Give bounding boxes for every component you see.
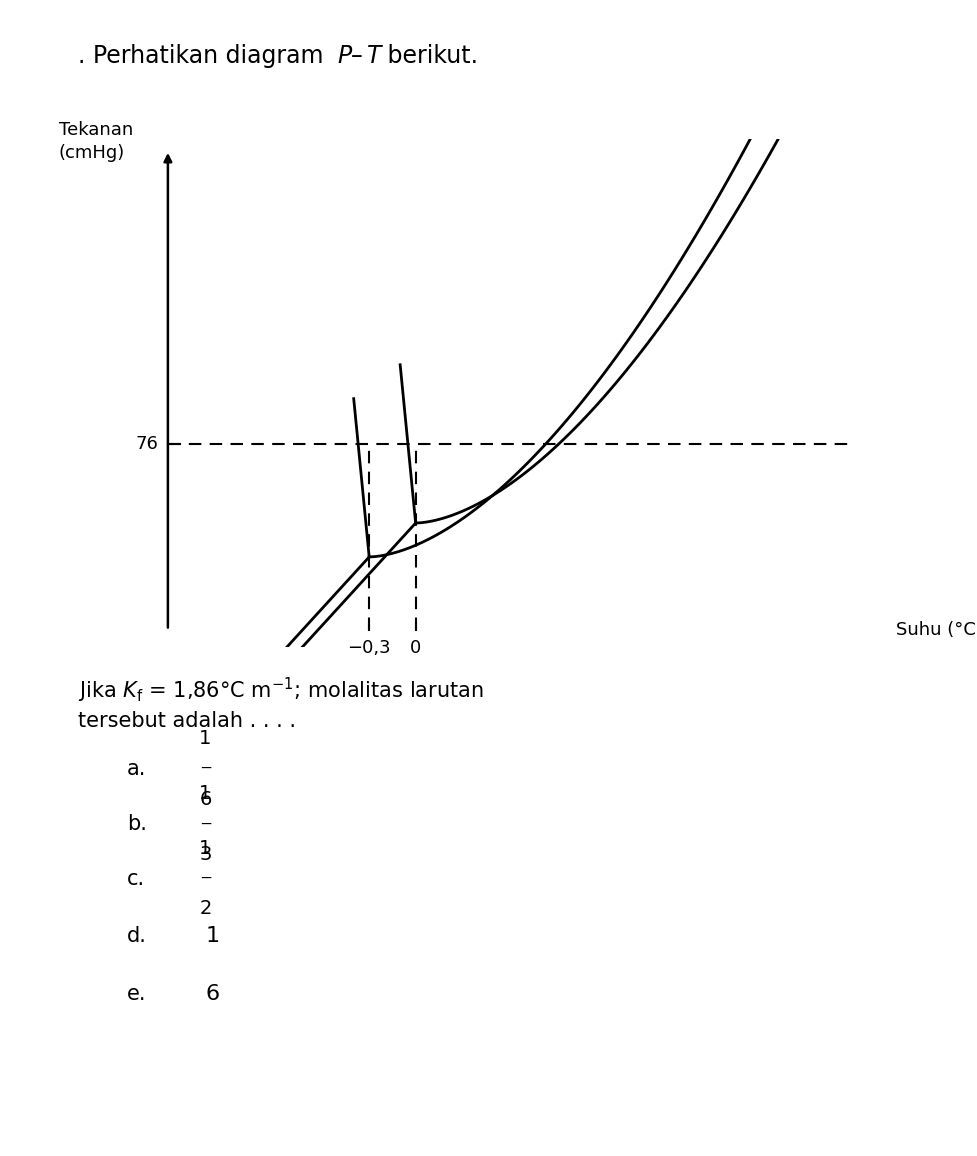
Text: 0: 0 bbox=[409, 639, 421, 657]
Text: . Perhatikan diagram: . Perhatikan diagram bbox=[78, 44, 331, 68]
Text: b.: b. bbox=[127, 814, 147, 835]
Text: d.: d. bbox=[127, 926, 147, 947]
Text: ─: ─ bbox=[200, 762, 210, 776]
Text: tersebut adalah . . . .: tersebut adalah . . . . bbox=[78, 711, 296, 731]
Text: 2: 2 bbox=[199, 899, 211, 918]
Text: ─: ─ bbox=[200, 872, 210, 885]
Text: ─: ─ bbox=[200, 817, 210, 831]
Text: 76: 76 bbox=[136, 435, 158, 453]
Text: 6: 6 bbox=[205, 984, 219, 1005]
Text: Jika $K_{\mathrm{f}}$ = 1,86°C m$^{-1}$; molalitas larutan: Jika $K_{\mathrm{f}}$ = 1,86°C m$^{-1}$;… bbox=[78, 676, 484, 705]
Text: −0,3: −0,3 bbox=[347, 639, 391, 657]
Text: e.: e. bbox=[127, 984, 147, 1005]
Text: (cmHg): (cmHg) bbox=[59, 144, 125, 163]
Text: 1: 1 bbox=[199, 785, 211, 803]
Text: P: P bbox=[337, 44, 352, 68]
Text: berikut.: berikut. bbox=[380, 44, 478, 68]
Text: 1: 1 bbox=[199, 839, 211, 858]
Text: 3: 3 bbox=[199, 845, 211, 864]
Text: Suhu (°C): Suhu (°C) bbox=[895, 622, 977, 639]
Text: T: T bbox=[366, 44, 381, 68]
Text: 1: 1 bbox=[199, 729, 211, 748]
Text: c.: c. bbox=[127, 868, 146, 889]
Text: 1: 1 bbox=[205, 926, 219, 947]
Text: –: – bbox=[351, 44, 362, 68]
Text: Tekanan: Tekanan bbox=[59, 121, 133, 140]
Text: a.: a. bbox=[127, 758, 147, 779]
Text: 6: 6 bbox=[199, 790, 211, 808]
